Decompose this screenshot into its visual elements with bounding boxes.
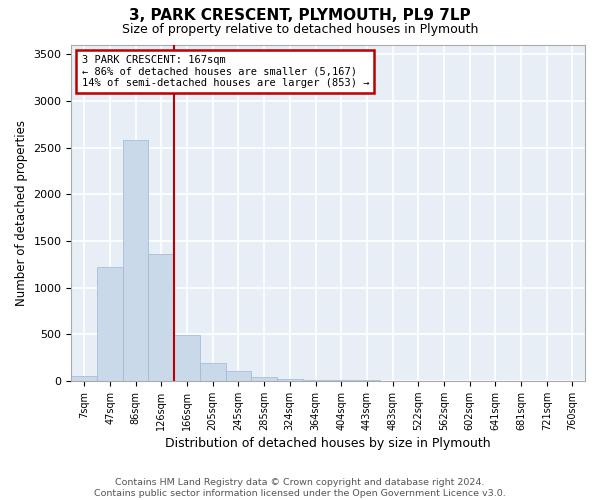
- Bar: [122, 140, 148, 381]
- Bar: [226, 370, 251, 381]
- X-axis label: Distribution of detached houses by size in Plymouth: Distribution of detached houses by size …: [166, 437, 491, 450]
- Text: 3 PARK CRESCENT: 167sqm
← 86% of detached houses are smaller (5,167)
14% of semi: 3 PARK CRESCENT: 167sqm ← 86% of detache…: [82, 55, 369, 88]
- Bar: [200, 362, 226, 381]
- Bar: [175, 335, 200, 381]
- Text: Contains HM Land Registry data © Crown copyright and database right 2024.
Contai: Contains HM Land Registry data © Crown c…: [94, 478, 506, 498]
- Text: 3, PARK CRESCENT, PLYMOUTH, PL9 7LP: 3, PARK CRESCENT, PLYMOUTH, PL9 7LP: [129, 8, 471, 22]
- Y-axis label: Number of detached properties: Number of detached properties: [15, 120, 28, 306]
- Bar: [97, 267, 122, 381]
- Bar: [251, 377, 277, 381]
- Bar: [148, 254, 175, 381]
- Bar: [71, 376, 97, 381]
- Bar: [277, 379, 302, 381]
- Text: Size of property relative to detached houses in Plymouth: Size of property relative to detached ho…: [122, 22, 478, 36]
